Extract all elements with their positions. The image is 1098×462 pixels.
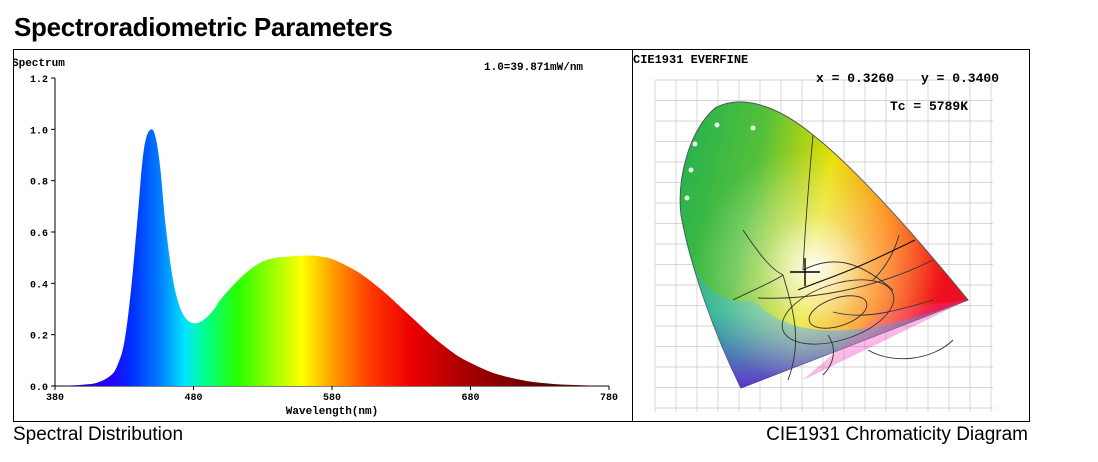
- y-tick-label: 1.2: [30, 75, 48, 86]
- scale-note: 1.0=39.871mW/nm: [484, 62, 583, 74]
- y-tick-label: 0.4: [30, 280, 48, 291]
- cie-brand-label: CIE1931 EVERFINE: [633, 53, 748, 67]
- x-tick-label: 480: [184, 393, 202, 404]
- cie-spectral-locus: [679, 101, 969, 389]
- x-tick-label: 680: [461, 393, 479, 404]
- y-tick-label: 0.8: [30, 178, 48, 189]
- x-tick-label: 380: [46, 393, 64, 404]
- cie-diagram-panel: CIE1931 EVERFINE x = 0.3260 y = 0.3400 T…: [632, 49, 1030, 422]
- cie-x-value: x = 0.3260: [816, 71, 894, 86]
- spectrum-curve: [55, 129, 609, 386]
- y-tick-label: 0.2: [30, 332, 48, 343]
- spectrum-title: Spectrum: [14, 58, 65, 70]
- spectrum-chart: 0.0 0.2 0.4 0.6 0.8 1.0 1.2 380 480 580 680 780 Spe…: [12, 58, 618, 418]
- y-tick-label: 1.0: [30, 126, 48, 137]
- planckian-locus: [797, 239, 916, 291]
- y-tick-label: 0.6: [30, 229, 48, 240]
- spectrum-chart-panel: 0.0 0.2 0.4 0.6 0.8 1.0 1.2 380 480 580 680 780 Spe…: [12, 49, 633, 422]
- cie-caption: CIE1931 Chromaticity Diagram: [766, 424, 1028, 445]
- locus-markers: [684, 122, 756, 201]
- x-axis-label: Wavelength(nm): [286, 406, 378, 418]
- page-title: Spectroradiometric Parameters: [14, 12, 393, 42]
- x-tick-label: 780: [600, 393, 618, 404]
- cie-diagram: CIE1931 EVERFINE x = 0.3260 y = 0.3400 T…: [633, 50, 999, 412]
- cie-y-value: y = 0.3400: [921, 71, 999, 86]
- y-tick-label: 0.0: [30, 383, 48, 394]
- measured-point-marker: [790, 258, 820, 286]
- cie-color-temperature: Tc = 5789K: [890, 99, 968, 114]
- spectrum-caption: Spectral Distribution: [13, 424, 184, 445]
- x-tick-label: 580: [323, 393, 341, 404]
